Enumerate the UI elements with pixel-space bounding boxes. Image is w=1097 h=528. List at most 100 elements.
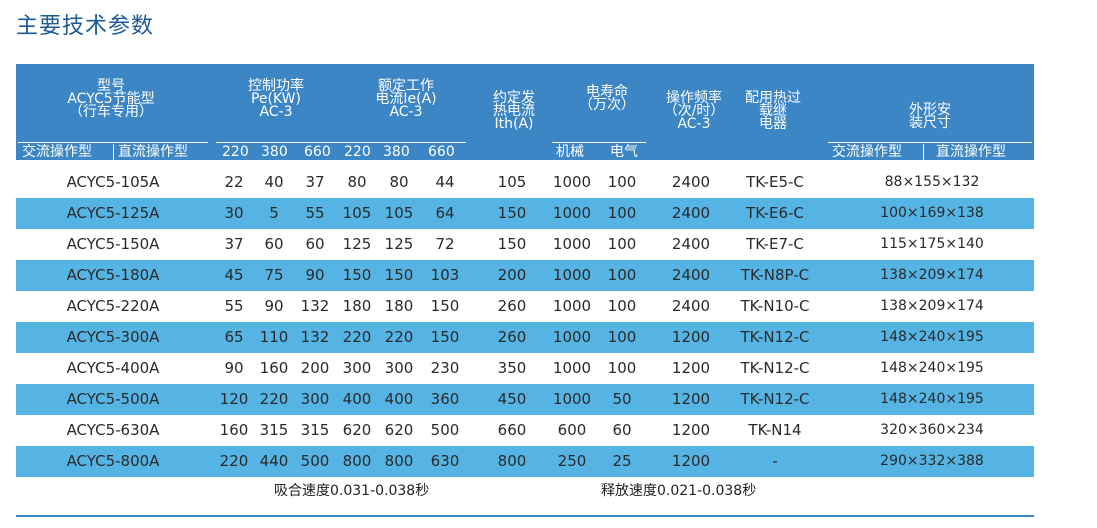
frequency-cell: 2400 <box>671 297 711 315</box>
current-660-cell: 44 <box>435 173 455 191</box>
power-660-cell: 132 <box>300 328 330 346</box>
frequency-cell: 2400 <box>671 173 711 191</box>
power-380-cell: 160 <box>259 359 289 377</box>
dimension-cell: 115×175×140 <box>880 236 984 252</box>
power-660-cell: 90 <box>305 266 325 284</box>
mechanical-life-cell: 1000 <box>552 173 592 191</box>
frequency-cell: 1200 <box>671 390 711 408</box>
sub-voltage-380: 380 <box>261 144 288 160</box>
power-220-cell: 220 <box>219 452 249 470</box>
mechanical-life-cell: 250 <box>557 452 587 470</box>
dimension-cell: 148×240×195 <box>880 360 984 376</box>
power-220-cell: 160 <box>219 421 249 439</box>
current-220-cell: 620 <box>342 421 372 439</box>
power-380-cell: 440 <box>259 452 289 470</box>
dimension-cell: 320×360×234 <box>880 422 984 438</box>
dimension-cell: 148×240×195 <box>880 391 984 407</box>
current-220-cell: 800 <box>342 452 372 470</box>
current-660-cell: 103 <box>430 266 460 284</box>
current-220-cell: 220 <box>342 328 372 346</box>
divider <box>923 144 924 160</box>
model-cell: ACYC5-800A <box>66 452 160 470</box>
table-footer: 吸合速度0.031-0.038秒 释放速度0.021-0.038秒 <box>16 476 1034 507</box>
frequency-cell: 2400 <box>671 204 711 222</box>
mechanical-life-cell: 1000 <box>552 235 592 253</box>
sub-dim-ac: 交流操作型 <box>832 144 902 160</box>
model-cell: ACYC5-220A <box>66 297 160 315</box>
current-380-cell: 150 <box>384 266 414 284</box>
power-220-cell: 37 <box>224 235 244 253</box>
relay-cell: TK-N14 <box>748 421 802 439</box>
frequency-cell: 1200 <box>671 421 711 439</box>
current-220-cell: 400 <box>342 390 372 408</box>
electrical-life-cell: 25 <box>612 452 632 470</box>
power-220-cell: 65 <box>224 328 244 346</box>
current-660-cell: 64 <box>435 204 455 222</box>
header-thermal-current: 约定发 热电流 Ith(A) <box>493 90 535 132</box>
pickup-speed: 吸合速度0.031-0.038秒 <box>274 483 430 499</box>
thermal-current-cell: 660 <box>497 421 527 439</box>
frequency-cell: 1200 <box>671 328 711 346</box>
table-row: ACYC5-105A 22 40 37 80 80 44 105 1000 100 2400 TK-E… <box>16 167 1034 198</box>
sub-voltage-380: 380 <box>383 144 410 160</box>
power-220-cell: 120 <box>219 390 249 408</box>
divider <box>552 142 646 143</box>
thermal-current-cell: 105 <box>497 173 527 191</box>
current-220-cell: 105 <box>342 204 372 222</box>
release-speed: 释放速度0.021-0.038秒 <box>601 483 757 499</box>
electrical-life-cell: 100 <box>607 359 637 377</box>
frequency-cell: 1200 <box>671 452 711 470</box>
power-660-cell: 200 <box>300 359 330 377</box>
electrical-life-cell: 100 <box>607 173 637 191</box>
mechanical-life-cell: 1000 <box>552 204 592 222</box>
relay-cell: TK-N8P-C <box>740 266 810 284</box>
thermal-current-cell: 350 <box>497 359 527 377</box>
thermal-current-cell: 260 <box>497 297 527 315</box>
relay-cell: TK-E5-C <box>746 173 804 191</box>
relay-cell: TK-N12-C <box>740 359 810 377</box>
model-cell: ACYC5-150A <box>66 235 160 253</box>
dimension-cell: 290×332×388 <box>880 453 984 469</box>
header-electrical-life: 电寿命 （万次） <box>579 84 635 113</box>
current-220-cell: 300 <box>342 359 372 377</box>
current-660-cell: 150 <box>430 328 460 346</box>
sub-voltage-660: 660 <box>304 144 331 160</box>
header-thermal-relay: 配用热过 载继 电器 <box>745 90 801 132</box>
relay-cell: TK-E6-C <box>746 204 804 222</box>
power-220-cell: 22 <box>224 173 244 191</box>
electrical-life-cell: 100 <box>607 328 637 346</box>
relay-cell: TK-E7-C <box>746 235 804 253</box>
sub-voltage-220: 220 <box>344 144 371 160</box>
table-row: ACYC5-630A 160 315 315 620 620 500 660 600 60 1200… <box>16 415 1034 446</box>
table-row: ACYC5-800A 220 440 500 800 800 630 800 250 25 1200… <box>16 446 1034 477</box>
power-660-cell: 315 <box>300 421 330 439</box>
mechanical-life-cell: 1000 <box>552 297 592 315</box>
model-cell: ACYC5-125A <box>66 204 160 222</box>
dimension-cell: 138×209×174 <box>880 298 984 314</box>
current-380-cell: 220 <box>384 328 414 346</box>
current-380-cell: 800 <box>384 452 414 470</box>
power-660-cell: 55 <box>305 204 325 222</box>
mechanical-life-cell: 1000 <box>552 390 592 408</box>
thermal-current-cell: 800 <box>497 452 527 470</box>
power-220-cell: 30 <box>224 204 244 222</box>
power-220-cell: 90 <box>224 359 244 377</box>
power-660-cell: 500 <box>300 452 330 470</box>
power-660-cell: 300 <box>300 390 330 408</box>
electrical-life-cell: 50 <box>612 390 632 408</box>
sub-ac-operation: 交流操作型 <box>22 144 92 160</box>
dimension-cell: 88×155×132 <box>884 174 980 190</box>
thermal-current-cell: 150 <box>497 204 527 222</box>
power-380-cell: 5 <box>269 204 279 222</box>
frequency-cell: 2400 <box>671 266 711 284</box>
frequency-cell: 1200 <box>671 359 711 377</box>
model-cell: ACYC5-300A <box>66 328 160 346</box>
table-header: 型号 ACYC5节能型 （行车专用） 控制功率 Pe(KW) AC-3 额定工作… <box>16 64 1034 160</box>
power-380-cell: 315 <box>259 421 289 439</box>
current-660-cell: 72 <box>435 235 455 253</box>
table-row: ACYC5-125A 30 5 55 105 105 64 150 1000 100 2400 TK-… <box>16 198 1034 229</box>
relay-cell: - <box>772 452 778 470</box>
power-660-cell: 37 <box>305 173 325 191</box>
header-model: 型号 ACYC5节能型 （行车专用） <box>67 78 155 120</box>
current-220-cell: 180 <box>342 297 372 315</box>
